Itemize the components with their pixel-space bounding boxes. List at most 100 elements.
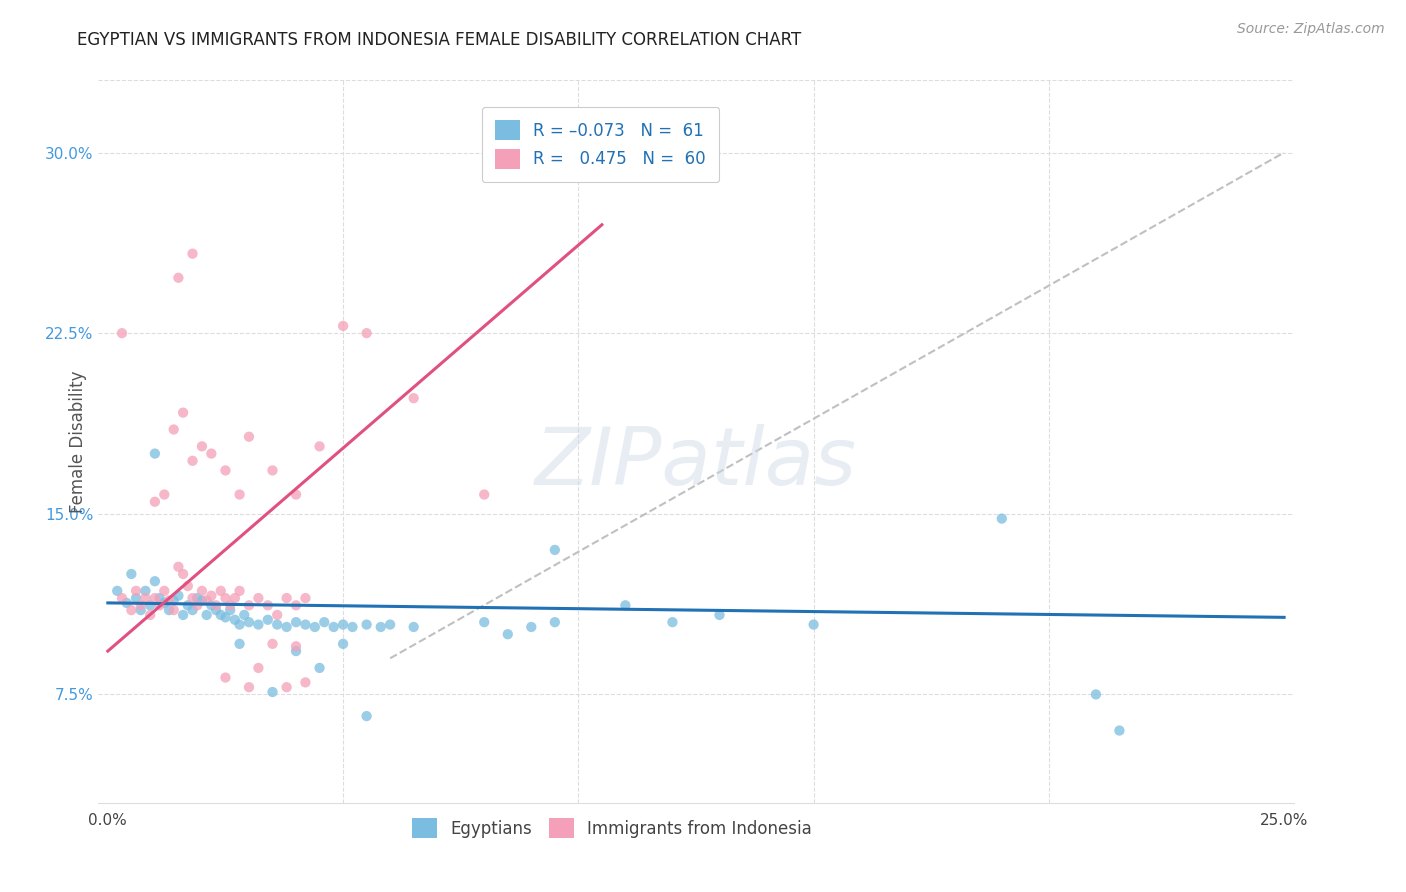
- Point: [247, 617, 270, 632]
- Point: [181, 246, 204, 260]
- Point: [195, 607, 218, 622]
- Point: [238, 680, 260, 694]
- Point: [285, 615, 308, 630]
- Point: [143, 591, 166, 606]
- Y-axis label: Female Disability: Female Disability: [69, 370, 87, 513]
- Point: [120, 603, 142, 617]
- Point: [256, 613, 278, 627]
- Point: [129, 599, 152, 613]
- Point: [285, 599, 308, 613]
- Point: [167, 589, 190, 603]
- Point: [233, 607, 256, 622]
- Point: [247, 661, 270, 675]
- Point: [238, 430, 260, 444]
- Point: [120, 567, 142, 582]
- Point: [172, 406, 194, 420]
- Point: [167, 559, 190, 574]
- Point: [803, 617, 825, 632]
- Point: [186, 591, 208, 606]
- Point: [143, 494, 166, 508]
- Point: [661, 615, 683, 630]
- Text: ZIPatlas: ZIPatlas: [534, 425, 858, 502]
- Point: [402, 620, 425, 634]
- Point: [134, 583, 156, 598]
- Point: [370, 620, 392, 634]
- Point: [308, 439, 330, 453]
- Point: [294, 591, 316, 606]
- Point: [115, 596, 138, 610]
- Point: [294, 675, 316, 690]
- Point: [125, 583, 148, 598]
- Point: [200, 599, 222, 613]
- Point: [262, 637, 284, 651]
- Point: [129, 603, 152, 617]
- Point: [186, 599, 208, 613]
- Point: [143, 574, 166, 589]
- Point: [238, 615, 260, 630]
- Point: [472, 487, 495, 501]
- Point: [614, 599, 637, 613]
- Point: [544, 615, 567, 630]
- Point: [177, 599, 200, 613]
- Point: [191, 583, 214, 598]
- Point: [111, 591, 134, 606]
- Point: [228, 617, 250, 632]
- Point: [214, 610, 236, 624]
- Point: [314, 615, 336, 630]
- Point: [1108, 723, 1130, 738]
- Point: [195, 593, 218, 607]
- Point: [276, 680, 298, 694]
- Point: [214, 671, 236, 685]
- Point: [544, 542, 567, 557]
- Point: [134, 591, 156, 606]
- Point: [181, 603, 204, 617]
- Point: [153, 583, 176, 598]
- Point: [262, 463, 284, 477]
- Point: [191, 439, 214, 453]
- Point: [356, 617, 378, 632]
- Point: [520, 620, 543, 634]
- Point: [177, 579, 200, 593]
- Point: [205, 603, 228, 617]
- Point: [322, 620, 344, 634]
- Point: [111, 326, 134, 341]
- Point: [200, 589, 222, 603]
- Point: [709, 607, 731, 622]
- Point: [256, 599, 278, 613]
- Point: [125, 591, 148, 606]
- Point: [294, 617, 316, 632]
- Point: [157, 603, 180, 617]
- Point: [332, 637, 354, 651]
- Point: [228, 583, 250, 598]
- Point: [181, 454, 204, 468]
- Point: [285, 487, 308, 501]
- Point: [200, 447, 222, 461]
- Point: [157, 593, 180, 607]
- Point: [163, 423, 186, 437]
- Point: [219, 603, 242, 617]
- Point: [238, 599, 260, 613]
- Point: [276, 591, 298, 606]
- Point: [214, 591, 236, 606]
- Point: [228, 487, 250, 501]
- Point: [163, 603, 186, 617]
- Point: [332, 318, 354, 333]
- Point: [228, 637, 250, 651]
- Legend: Egyptians, Immigrants from Indonesia: Egyptians, Immigrants from Indonesia: [406, 812, 818, 845]
- Point: [262, 685, 284, 699]
- Text: EGYPTIAN VS IMMIGRANTS FROM INDONESIA FEMALE DISABILITY CORRELATION CHART: EGYPTIAN VS IMMIGRANTS FROM INDONESIA FE…: [77, 31, 801, 49]
- Point: [356, 709, 378, 723]
- Point: [247, 591, 270, 606]
- Point: [214, 463, 236, 477]
- Point: [1084, 687, 1107, 701]
- Point: [276, 620, 298, 634]
- Point: [342, 620, 364, 634]
- Point: [285, 644, 308, 658]
- Point: [285, 639, 308, 653]
- Point: [224, 613, 246, 627]
- Point: [991, 511, 1014, 525]
- Point: [181, 591, 204, 606]
- Point: [149, 591, 172, 606]
- Point: [332, 617, 354, 632]
- Point: [167, 270, 190, 285]
